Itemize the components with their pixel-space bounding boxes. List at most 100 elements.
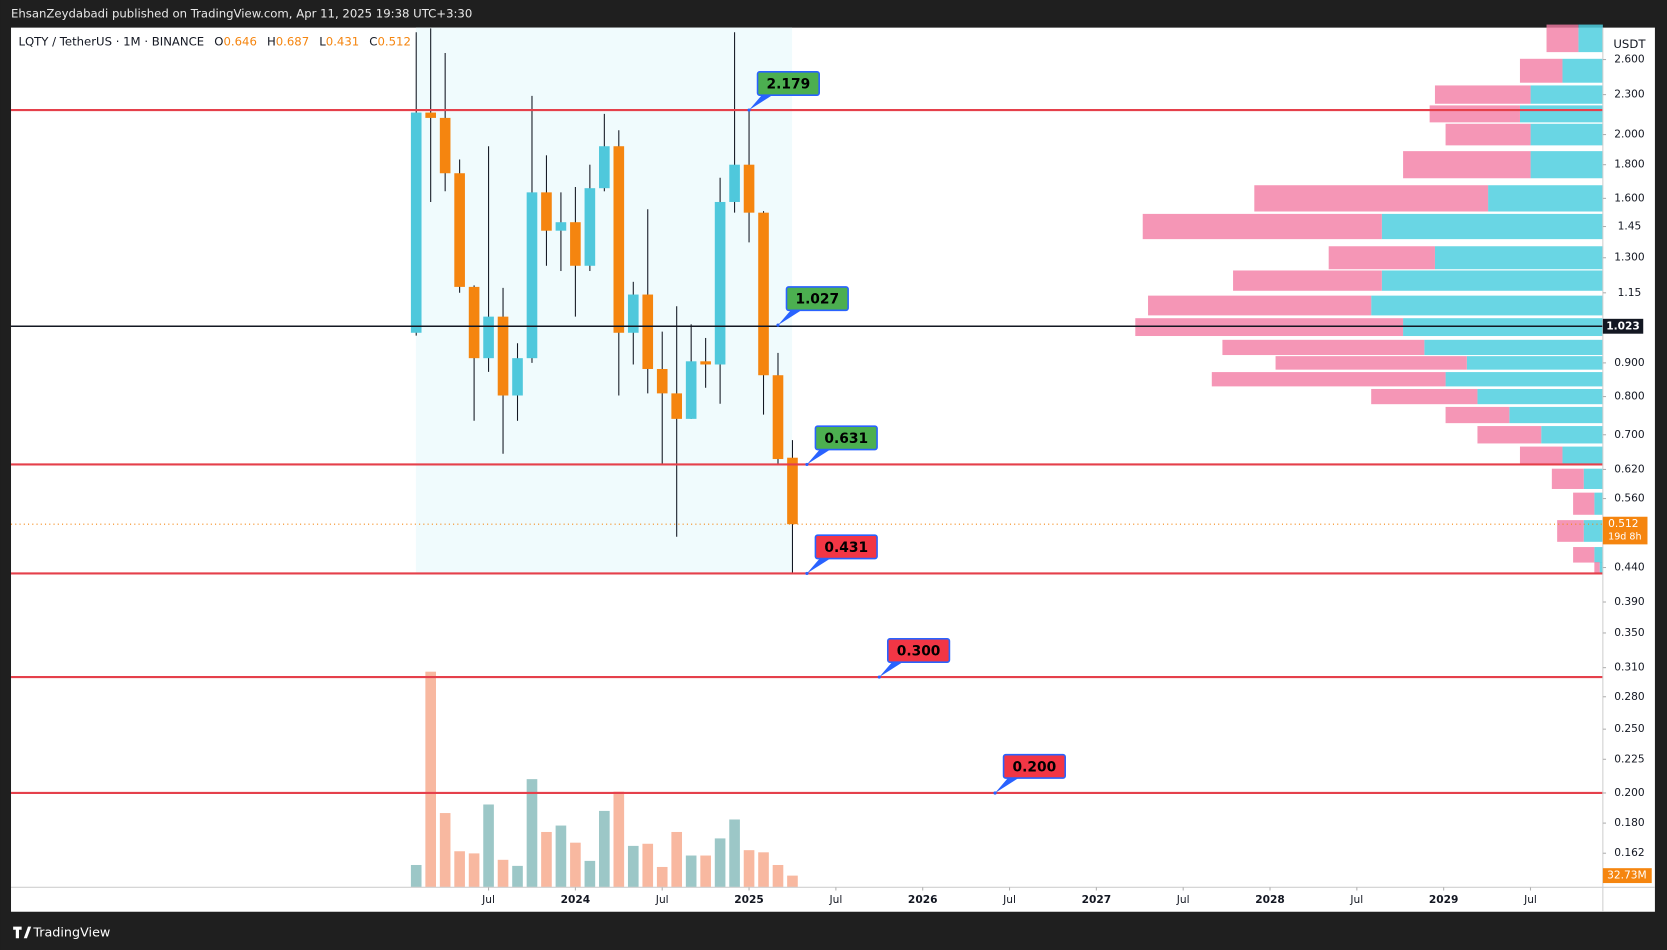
bubble-anchor — [805, 462, 809, 467]
last-price-label: 0.512 — [1608, 517, 1638, 530]
x-tick-label: 2024 — [561, 893, 591, 906]
profile-down — [1445, 123, 1531, 146]
volume-bar — [671, 831, 683, 888]
y-tick-label: 0.900 — [1614, 356, 1645, 369]
y-tick-label: 0.162 — [1614, 846, 1644, 859]
profile-down — [1142, 213, 1382, 240]
x-tick-label: Jul — [828, 893, 842, 906]
x-tick-label: 2027 — [1082, 893, 1112, 906]
y-tick-label: 0.200 — [1614, 786, 1645, 799]
ohlc-value: 0.512 — [377, 34, 410, 48]
y-tick-label: 0.800 — [1614, 390, 1645, 403]
ohlc-value: 0.646 — [223, 34, 256, 48]
volume-bar — [772, 864, 784, 888]
profile-up — [1594, 547, 1603, 563]
candle-body — [627, 294, 639, 333]
x-tick-label: Jul — [1176, 893, 1190, 906]
x-tick-label: Jul — [1002, 893, 1016, 906]
profile-down — [1254, 185, 1489, 212]
y-tick-label: 0.390 — [1614, 595, 1645, 608]
profile-up — [1594, 492, 1603, 515]
volume-label-bg — [1602, 868, 1652, 884]
profile-up — [1509, 406, 1603, 424]
y-tick-label: 0.225 — [1614, 752, 1644, 765]
y-tick-label: 0.560 — [1614, 492, 1645, 505]
axis-unit: USDT — [1613, 37, 1646, 51]
volume-bar — [512, 865, 523, 888]
y-tick-label: 1.45 — [1618, 220, 1642, 233]
bubble-label: 2.179 — [767, 77, 811, 93]
volume-bar — [555, 825, 567, 888]
volume-bar — [468, 853, 480, 888]
candle-body — [483, 316, 494, 359]
candle-body — [584, 188, 596, 266]
x-tick-label: Jul — [481, 893, 495, 906]
x-tick-label: 2026 — [908, 893, 938, 906]
volume-bar — [483, 804, 494, 888]
volume-bar — [439, 813, 451, 888]
symbol-header: LQTY / TetherUS · 1M · BINANCE O0.646 H0… — [18, 34, 410, 48]
profile-up — [1578, 24, 1603, 53]
profile-down — [1135, 318, 1404, 337]
volume-bar — [743, 850, 755, 888]
bubble — [1002, 753, 1066, 779]
y-tick-label: 2.000 — [1614, 128, 1645, 141]
candle-body — [497, 316, 509, 396]
profile-up — [1583, 468, 1603, 489]
volume-bar — [758, 852, 769, 888]
ohlc-key: H — [267, 34, 276, 48]
y-tick-label: 0.280 — [1614, 690, 1645, 703]
bubble-anchor — [993, 791, 997, 795]
volume-bar — [584, 860, 596, 888]
profile-up — [1477, 388, 1603, 405]
profile-up — [1403, 318, 1603, 337]
bubble — [756, 71, 820, 96]
volume-bar — [787, 875, 798, 888]
candle-body — [468, 286, 480, 359]
y-tick-label: 1.800 — [1614, 158, 1645, 171]
candle-body — [758, 212, 769, 376]
profile-down — [1551, 468, 1584, 489]
profile-up — [1530, 123, 1603, 146]
y-tick-label: 2.600 — [1614, 53, 1645, 66]
profile-down — [1594, 562, 1600, 573]
profile-up — [1381, 270, 1603, 291]
ohlc-key: L — [319, 34, 326, 48]
profile-up — [1466, 356, 1603, 370]
current-label-bg — [1602, 318, 1644, 334]
y-tick-label: 0.620 — [1614, 462, 1645, 475]
bubble-label: 1.027 — [795, 292, 839, 308]
volume-bar — [685, 855, 697, 888]
profile-down — [1573, 492, 1595, 515]
volume-bar — [627, 845, 639, 888]
volume-label: 32.73M — [1607, 869, 1647, 882]
volume-bar — [656, 866, 668, 888]
candle-body — [714, 201, 726, 365]
y-tick-label: 0.250 — [1614, 722, 1645, 735]
y-tick-label: 2.300 — [1614, 88, 1645, 101]
y-tick-label: 0.700 — [1614, 428, 1645, 441]
y-tick-label: 0.350 — [1614, 626, 1645, 639]
profile-down — [1275, 356, 1467, 370]
profile-down — [1328, 246, 1435, 270]
profile-down — [1573, 547, 1595, 563]
x-tick-label: 2025 — [734, 893, 764, 906]
bubble-anchor — [776, 323, 780, 327]
profile-down — [1519, 58, 1563, 83]
profile-up — [1562, 58, 1603, 83]
volume-bar — [613, 791, 625, 888]
profile-down — [1222, 339, 1425, 356]
profile-down — [1233, 270, 1382, 291]
profile-down — [1371, 388, 1478, 405]
profile-up — [1541, 426, 1603, 444]
profile-down — [1434, 85, 1531, 104]
x-tick-label: 2029 — [1429, 893, 1459, 906]
bubble-label: 0.631 — [824, 431, 868, 447]
bubble-label: 0.200 — [1013, 759, 1057, 775]
profile-down — [1519, 446, 1563, 466]
brand-logo — [13, 926, 32, 939]
current-label: 1.023 — [1606, 319, 1640, 332]
candle-body — [425, 112, 436, 118]
profile-down — [1445, 406, 1510, 424]
